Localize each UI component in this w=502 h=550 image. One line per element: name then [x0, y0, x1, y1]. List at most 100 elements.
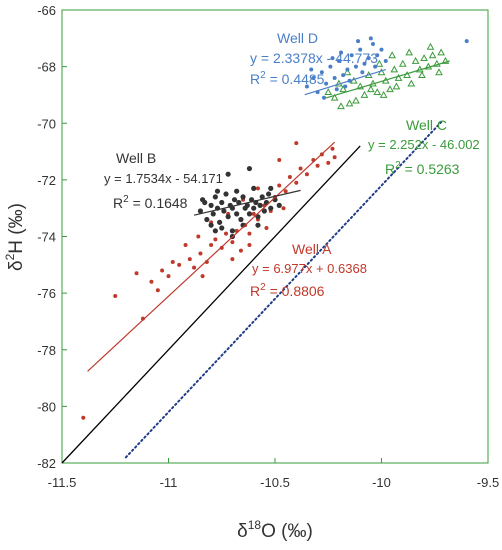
well-d-point	[356, 39, 361, 44]
x-axis-label-rest: O (‰)	[261, 521, 313, 542]
well-d-point	[464, 39, 469, 44]
well-a-point	[315, 163, 320, 168]
well-a-point	[213, 237, 218, 242]
well-b-r2-sup: 2	[123, 194, 129, 205]
well-c-point	[394, 73, 403, 81]
well-a-point	[187, 257, 192, 262]
well-d-point	[321, 95, 326, 100]
y-tick-label: -72	[37, 173, 56, 188]
well-c-point	[435, 68, 443, 76]
y-axis-label-rest: H (‰)	[6, 203, 27, 254]
well-b-point	[208, 202, 214, 208]
well-d-point	[304, 84, 309, 89]
well-b-point	[268, 185, 274, 191]
well-d-point	[360, 70, 365, 75]
well-c-r2-value: = 0.5263	[401, 161, 460, 177]
well-b-point	[238, 216, 244, 223]
well-a-point	[304, 172, 309, 177]
well-c-point	[392, 82, 401, 90]
well-a-equation: y = 6.977x + 0.6368	[252, 261, 367, 276]
well-c-point	[433, 59, 441, 67]
well-a-point	[149, 279, 154, 284]
well-b-point	[219, 199, 225, 206]
well-a-point	[166, 274, 171, 279]
well-b-regression-line	[193, 189, 301, 216]
well-b-point	[204, 216, 210, 223]
well-d-point	[368, 36, 373, 41]
y-tick-label: -74	[37, 230, 56, 245]
well-b-annotation: Well B y = 1.7534x - 54.171 R2 = 0.1648	[104, 150, 223, 211]
data-points	[81, 36, 469, 420]
well-c-annotation: Well C y = 2.252x - 46.002 R2 = 0.5263	[368, 117, 480, 177]
lmwl-line	[124, 121, 443, 459]
well-b-point	[240, 194, 246, 200]
well-b-point	[214, 188, 221, 194]
well-b-point	[246, 165, 253, 172]
well-a-point	[330, 146, 335, 151]
well-d-point	[341, 73, 346, 78]
well-a-point	[298, 166, 303, 171]
well-b-point	[197, 208, 204, 214]
well-d-annotation: Well D y = 2.3378x - 44.773 R2 = 0.4485	[250, 30, 378, 87]
well-b-point	[244, 202, 250, 208]
well-b-point	[266, 191, 272, 197]
x-tick-label: -11	[160, 475, 178, 490]
well-c-point	[324, 88, 333, 96]
x-tick-label: -11.5	[48, 475, 77, 490]
well-a-r2: R2 = 0.8806	[250, 282, 325, 299]
well-c-point	[437, 48, 445, 56]
well-d-r2-sup: 2	[260, 70, 266, 81]
well-d-point	[332, 75, 337, 80]
x-tick-label: -10	[372, 475, 391, 490]
well-b-point	[199, 197, 206, 203]
well-a-point	[283, 189, 288, 194]
well-b-point	[246, 211, 253, 217]
well-a-point	[264, 226, 269, 231]
well-a-r2-value: = 0.8806	[266, 283, 325, 299]
well-a-point	[192, 265, 197, 270]
well-b-point	[255, 214, 261, 220]
well-b-equation: y = 1.7534x - 54.171	[104, 171, 223, 186]
well-a-r2-label: R	[250, 283, 260, 299]
well-b-r2-label: R	[113, 195, 123, 211]
well-c-point	[407, 79, 416, 87]
well-c-point	[360, 90, 369, 98]
well-c-point	[388, 51, 396, 59]
well-d-point	[358, 47, 363, 52]
well-c-point	[379, 90, 388, 98]
well-b-point	[212, 228, 218, 234]
y-tick-label: -78	[37, 343, 56, 358]
well-d-point	[311, 75, 316, 80]
well-b-point	[251, 185, 257, 191]
y-tick-label: -82	[37, 456, 56, 471]
well-b-point	[219, 225, 225, 231]
well-b-point	[223, 191, 229, 197]
well-c-point	[428, 51, 437, 59]
well-b-point	[236, 199, 242, 206]
well-c-point	[426, 42, 435, 50]
well-a-point	[209, 242, 214, 247]
well-b-point	[208, 222, 214, 228]
well-d-point	[362, 61, 367, 66]
well-a-point	[183, 242, 188, 247]
y-axis-label-sup: 2	[3, 253, 17, 260]
well-d-point	[330, 56, 335, 61]
x-tick-label: -9.5	[477, 475, 499, 490]
well-d-equation: y = 2.3378x - 44.773	[250, 50, 378, 66]
y-tick-label: -70	[37, 116, 56, 131]
well-b-point	[229, 228, 235, 234]
well-a-point	[277, 158, 282, 163]
well-d-title: Well D	[277, 30, 318, 46]
well-a-point	[287, 175, 292, 180]
well-b-point	[234, 211, 240, 217]
well-a-point	[196, 234, 201, 239]
well-c-point	[411, 56, 420, 64]
well-c-r2: R2 = 0.5263	[385, 160, 460, 177]
well-a-point	[332, 155, 337, 160]
well-b-r2: R2 = 0.1648	[113, 194, 188, 211]
well-a-point	[230, 257, 235, 262]
well-a-point	[281, 206, 286, 211]
well-a-point	[170, 259, 175, 264]
well-c-point	[386, 85, 394, 93]
